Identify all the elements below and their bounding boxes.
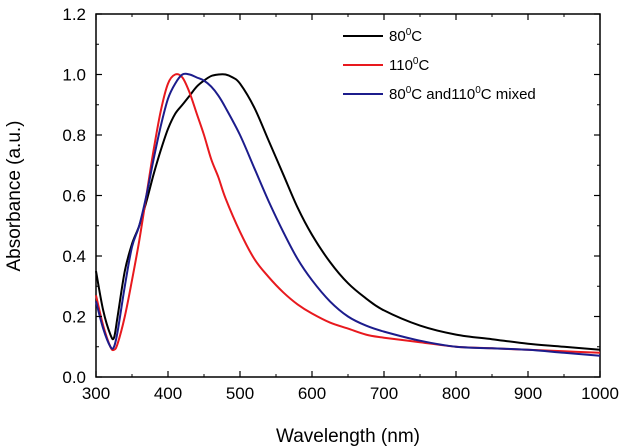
tick-layer: 300 400 500 600 700 800 900 1000 0.0 0.2 0.4 0.6 0.8… (62, 5, 619, 403)
x-tick-label: 800 (442, 384, 470, 403)
series-line-1 (95, 73, 601, 351)
legend: 800C 1100C 800C and1100C mixed (343, 27, 536, 103)
series-layer (95, 72, 601, 357)
x-tick-label: 700 (370, 384, 398, 403)
y-tick-label: 1.2 (62, 5, 86, 24)
legend-label: 800C and1100C mixed (389, 85, 536, 103)
y-tick-label: 0.4 (62, 247, 86, 266)
x-tick-label: 1000 (581, 384, 619, 403)
legend-label: 1100C (389, 56, 429, 74)
y-axis-title: Absorbance (a.u.) (4, 120, 25, 271)
series-line-2 (95, 73, 601, 354)
series-line-3 (95, 72, 601, 357)
y-tick-label: 1.0 (62, 66, 86, 85)
x-tick-label: 600 (298, 384, 326, 403)
x-tick-label: 900 (514, 384, 542, 403)
y-tick-label: 0.2 (62, 308, 86, 327)
x-tick-label: 300 (82, 384, 110, 403)
y-tick-label: 0.0 (62, 368, 86, 387)
x-axis-title: Wavelength (nm) (276, 426, 420, 447)
legend-label: 800C (389, 27, 422, 45)
y-tick-label: 0.6 (62, 187, 86, 206)
plot-frame (95, 13, 601, 378)
x-tick-label: 400 (154, 384, 182, 403)
y-tick-label: 0.8 (62, 126, 86, 145)
x-tick-label: 500 (226, 384, 254, 403)
